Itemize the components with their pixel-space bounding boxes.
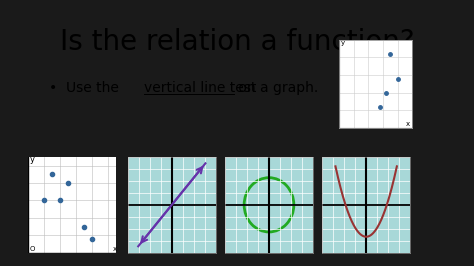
Text: vertical line test: vertical line test (144, 81, 256, 95)
Text: Is the relation a function?: Is the relation a function? (60, 28, 414, 56)
Text: O: O (30, 246, 36, 252)
Text: y: y (340, 40, 345, 46)
Text: •  Use the: • Use the (49, 81, 124, 95)
Text: x: x (113, 246, 117, 252)
Text: x: x (405, 121, 410, 127)
Text: y: y (30, 155, 35, 164)
Text: on a graph.: on a graph. (234, 81, 318, 95)
